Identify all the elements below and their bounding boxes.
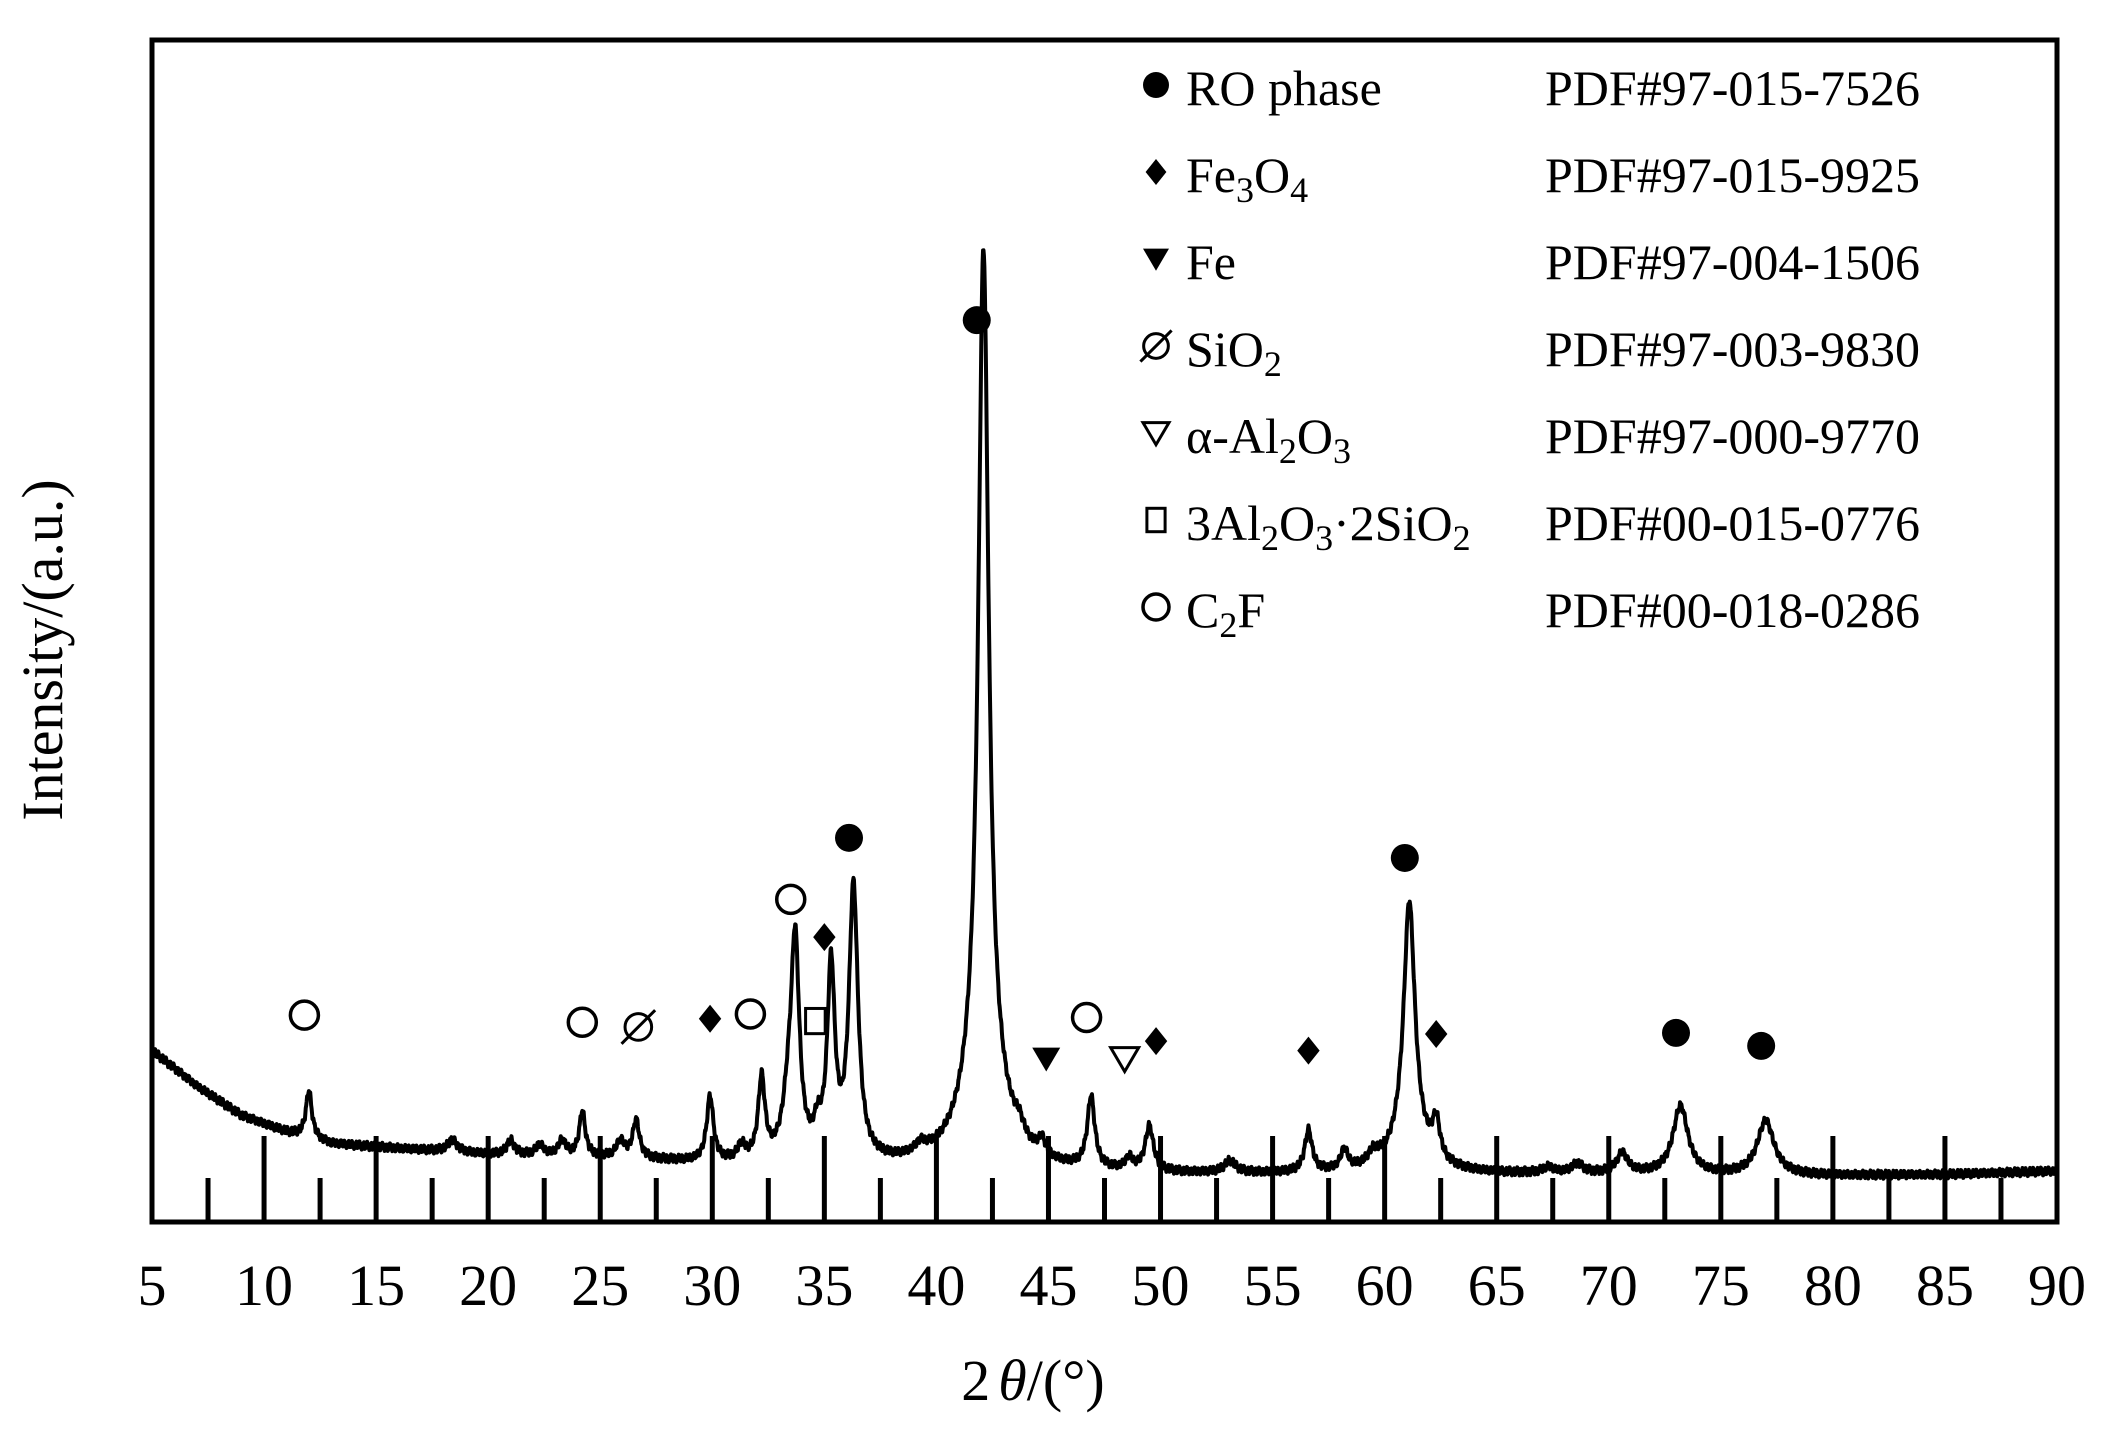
legend-label-subscript: 3 bbox=[1315, 518, 1333, 558]
legend-label-part: RO phase bbox=[1186, 60, 1382, 116]
legend-label-subscript: 3 bbox=[1333, 431, 1351, 471]
peak-marker-filled-diamond bbox=[1144, 1027, 1168, 1056]
x-axis-tick-labels: 5 10 15 20 25 30 35 40 45 50 55 60 65 70 75 80 85 90 bbox=[138, 1253, 2087, 1318]
legend-label-subscript: 2 bbox=[1219, 605, 1237, 645]
legend-label-part: O bbox=[1297, 408, 1333, 464]
x-tick-label: 75 bbox=[1692, 1253, 1750, 1318]
legend-label-subscript: 3 bbox=[1236, 170, 1254, 210]
x-axis-label-prefix: 2 bbox=[961, 1348, 990, 1413]
series-layer bbox=[150, 248, 2059, 1181]
x-tick-label: 60 bbox=[1356, 1253, 1414, 1318]
legend-label: Fe bbox=[1186, 234, 1236, 290]
legend-label: 3Al2O3·2SiO2 bbox=[1186, 495, 1471, 558]
y-axis-label: Intensity/(a.u.) bbox=[10, 479, 75, 820]
legend-label-part: α-Al bbox=[1186, 408, 1279, 464]
legend-symbol-slashed-circle bbox=[1139, 329, 1173, 363]
peak-marker-filled-diamond bbox=[1297, 1036, 1320, 1065]
peak-marker-filled-circle bbox=[1747, 1031, 1776, 1060]
legend-row: RO phase PDF#97-015-7526 bbox=[1143, 60, 1920, 116]
x-axis-label-theta: θ bbox=[998, 1348, 1027, 1413]
legend-label-subscript: 2 bbox=[1261, 518, 1279, 558]
x-tick-label: 50 bbox=[1132, 1253, 1190, 1318]
legend-row: SiO2 PDF#97-003-9830 bbox=[1139, 321, 1920, 384]
legend-label: C2F bbox=[1186, 582, 1265, 645]
legend-row: α-Al2O3 PDF#97-000-9770 bbox=[1140, 408, 1920, 471]
legend-symbol-open-square bbox=[1145, 506, 1167, 534]
legend-symbol-open-triangle-down bbox=[1140, 421, 1172, 448]
peak-marker-filled-circle bbox=[1390, 843, 1419, 872]
legend-symbol-open-circle bbox=[1141, 592, 1171, 622]
legend-label-part: Fe bbox=[1186, 147, 1236, 203]
legend-row: Fe PDF#97-004-1506 bbox=[1143, 234, 1920, 290]
peak-marker-filled-diamond bbox=[1424, 1020, 1448, 1049]
xrd-pattern-line bbox=[150, 248, 2059, 1181]
legend-label: Fe3O4 bbox=[1186, 147, 1308, 210]
x-axis-label: 2 θ/(°) bbox=[961, 1348, 1104, 1413]
legend-symbol-filled-circle bbox=[1143, 72, 1169, 98]
legend-label-part: O bbox=[1254, 147, 1290, 203]
legend-pdf-code: PDF#97-015-9925 bbox=[1545, 147, 1920, 203]
slashed-circle-slash bbox=[620, 1009, 657, 1045]
x-tick-label: 20 bbox=[459, 1253, 517, 1318]
x-tick-label: 85 bbox=[1916, 1253, 1974, 1318]
peak-marker-filled-circle bbox=[835, 823, 864, 852]
legend-label-part: Fe bbox=[1186, 234, 1236, 290]
legend-label-part: ·2SiO bbox=[1333, 495, 1452, 551]
legend-label-subscript: 2 bbox=[1279, 431, 1297, 471]
legend-label-part: C bbox=[1186, 582, 1219, 638]
legend-label-part: 3Al bbox=[1186, 495, 1261, 551]
peak-marker-open-circle bbox=[566, 1006, 599, 1038]
x-tick-label: 30 bbox=[683, 1253, 741, 1318]
x-tick-label: 65 bbox=[1468, 1253, 1526, 1318]
x-tick-label: 45 bbox=[1019, 1253, 1077, 1318]
legend-pdf-code: PDF#97-004-1506 bbox=[1545, 234, 1920, 290]
legend-label: α-Al2O3 bbox=[1186, 408, 1351, 471]
legend-label-part: SiO bbox=[1186, 321, 1264, 377]
legend-row: C2F PDF#00-018-0286 bbox=[1141, 582, 1920, 645]
legend-label-subscript: 4 bbox=[1290, 170, 1308, 210]
peak-marker-filled-diamond bbox=[698, 1004, 722, 1033]
slashed-circle-slash bbox=[1139, 329, 1173, 363]
x-tick-label: 90 bbox=[2028, 1253, 2086, 1318]
peak-marker-filled-circle bbox=[962, 306, 991, 335]
x-tick-label: 5 bbox=[138, 1253, 167, 1318]
legend-label-subscript: 2 bbox=[1264, 344, 1282, 384]
x-tick-label: 25 bbox=[571, 1253, 629, 1318]
legend-pdf-code: PDF#97-000-9770 bbox=[1545, 408, 1920, 464]
peak-marker-filled-diamond bbox=[813, 923, 836, 952]
x-tick-label: 35 bbox=[795, 1253, 853, 1318]
peak-markers bbox=[288, 306, 1776, 1075]
legend-symbol-filled-triangle-down bbox=[1143, 248, 1169, 271]
peak-marker-filled-triangle-down bbox=[1032, 1047, 1061, 1072]
peak-marker-open-square bbox=[804, 1006, 827, 1036]
peak-marker-filled-circle bbox=[1662, 1018, 1690, 1047]
x-tick-label: 70 bbox=[1580, 1253, 1638, 1318]
peak-marker-open-circle bbox=[734, 998, 767, 1030]
peak-marker-open-circle bbox=[774, 883, 807, 916]
x-tick-label: 40 bbox=[907, 1253, 965, 1318]
legend-pdf-code: PDF#97-015-7526 bbox=[1545, 60, 1920, 116]
legend-pdf-code: PDF#97-003-9830 bbox=[1545, 321, 1920, 377]
x-tick-label: 55 bbox=[1244, 1253, 1302, 1318]
peak-marker-open-circle bbox=[288, 999, 321, 1031]
legend-row: 3Al2O3·2SiO2 PDF#00-015-0776 bbox=[1145, 495, 1920, 558]
legend-label-part: F bbox=[1237, 582, 1265, 638]
legend-label: RO phase bbox=[1186, 60, 1382, 116]
peak-marker-open-triangle-down bbox=[1108, 1046, 1142, 1075]
x-tick-label: 10 bbox=[235, 1253, 293, 1318]
legend-pdf-code: PDF#00-018-0286 bbox=[1545, 582, 1920, 638]
legend-pdf-code: PDF#00-015-0776 bbox=[1545, 495, 1920, 551]
x-tick-label: 15 bbox=[347, 1253, 405, 1318]
x-axis-label-unit: /(°) bbox=[1027, 1348, 1105, 1413]
legend-row: Fe3O4 PDF#97-015-9925 bbox=[1145, 147, 1920, 210]
legend-label-subscript: 2 bbox=[1453, 518, 1471, 558]
legend-symbol-filled-diamond bbox=[1145, 159, 1167, 185]
peak-marker-slashed-circle bbox=[620, 1009, 657, 1045]
peak-marker-open-circle bbox=[1070, 1001, 1103, 1034]
x-tick-label: 80 bbox=[1804, 1253, 1862, 1318]
legend-label-part: O bbox=[1279, 495, 1315, 551]
legend-label: SiO2 bbox=[1186, 321, 1282, 384]
